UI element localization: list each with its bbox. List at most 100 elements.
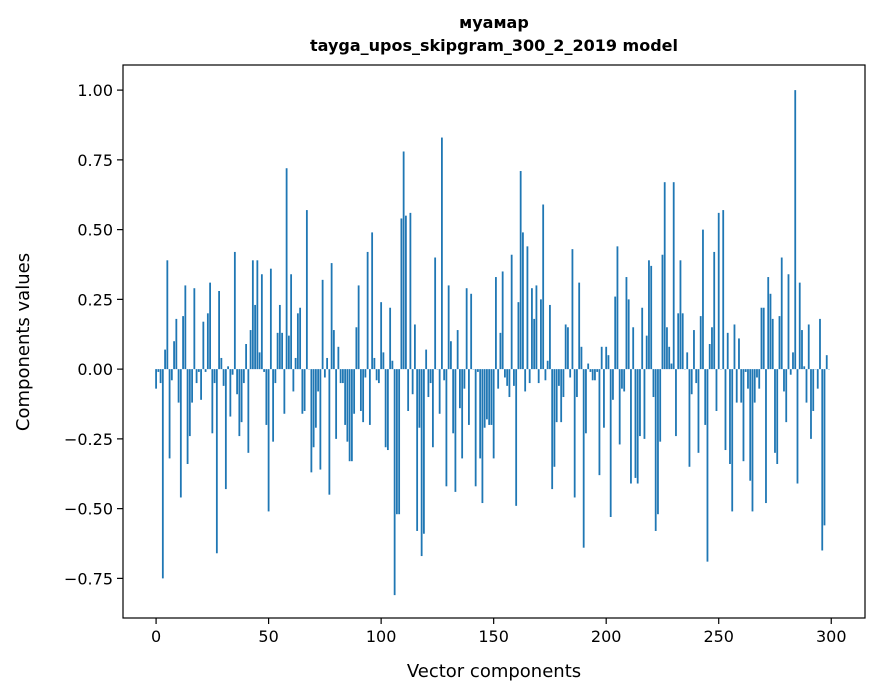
bar-130 — [447, 285, 450, 370]
bar-94 — [366, 251, 369, 370]
bar-247 — [711, 327, 713, 370]
bar-97 — [373, 357, 376, 370]
bar-166 — [528, 369, 531, 384]
bar-171 — [540, 299, 542, 370]
bar-29 — [220, 357, 223, 370]
bar-161 — [517, 302, 520, 370]
bar-146 — [483, 369, 486, 428]
bar-232 — [677, 313, 680, 370]
bar-120 — [425, 349, 428, 370]
bar-289 — [805, 369, 808, 403]
bar-256 — [731, 369, 734, 512]
bar-114 — [411, 369, 414, 395]
bar-121 — [427, 369, 430, 398]
bar-165 — [526, 246, 529, 370]
bar-283 — [792, 352, 794, 370]
bar-79 — [332, 330, 335, 370]
bar-174 — [546, 360, 549, 370]
bar-35 — [233, 251, 236, 370]
bar-181 — [562, 369, 565, 398]
bar-203 — [612, 369, 614, 400]
bar-20 — [200, 369, 202, 400]
bar-1 — [157, 369, 160, 372]
bar-155 — [504, 369, 506, 378]
bars-group — [155, 90, 830, 596]
bar-169 — [535, 285, 538, 370]
bar-2 — [159, 369, 162, 384]
bar-42 — [249, 330, 252, 370]
bar-201 — [607, 355, 610, 370]
bar-113 — [409, 212, 412, 370]
bar-136 — [461, 369, 464, 459]
bar-16 — [191, 369, 193, 403]
bar-178 — [555, 369, 558, 423]
bar-57 — [283, 369, 286, 414]
bar-156 — [506, 369, 509, 386]
bar-132 — [452, 369, 455, 434]
bar-47 — [260, 274, 263, 370]
bar-217 — [643, 369, 646, 439]
bar-272 — [767, 277, 770, 370]
bar-208 — [623, 369, 626, 392]
bar-270 — [762, 307, 765, 370]
bar-107 — [395, 369, 398, 515]
bar-241 — [697, 369, 700, 453]
bar-184 — [569, 369, 572, 378]
bar-36 — [236, 369, 239, 395]
bar-215 — [639, 369, 641, 437]
bar-41 — [247, 369, 250, 453]
bar-228 — [668, 346, 671, 370]
bar-296 — [821, 369, 824, 551]
bar-286 — [798, 282, 801, 370]
bar-26 — [213, 369, 216, 384]
bar-59 — [287, 335, 290, 370]
bar-233 — [679, 260, 682, 370]
bar-268 — [758, 369, 761, 389]
bar-86 — [348, 369, 351, 462]
bar-234 — [681, 313, 684, 370]
x-tick-label: 250 — [703, 627, 734, 646]
bar-168 — [533, 318, 536, 370]
bar-90 — [357, 285, 360, 370]
bar-172 — [542, 204, 545, 370]
chart-title: муамар — [459, 13, 529, 32]
x-tick-label: 50 — [258, 627, 278, 646]
bar-63 — [296, 313, 299, 370]
y-axis: −0.75 −0.50 −0.25 0.00 0.25 0.50 0.75 1.00 — [64, 81, 123, 588]
bar-74 — [321, 279, 324, 370]
bar-28 — [218, 290, 220, 370]
bar-238 — [690, 369, 693, 395]
bar-109 — [400, 218, 403, 370]
bar-103 — [386, 369, 389, 451]
bar-92 — [362, 369, 365, 423]
bar-8 — [173, 341, 175, 370]
bar-70 — [312, 369, 315, 448]
bar-276 — [776, 369, 779, 464]
bar-76 — [326, 357, 329, 370]
bar-189 — [580, 346, 583, 370]
x-axis-label: Vector components — [407, 661, 581, 682]
bar-83 — [341, 369, 344, 384]
bar-72 — [317, 369, 320, 392]
bar-64 — [299, 307, 302, 370]
bar-149 — [490, 369, 493, 425]
y-tick-label: −0.75 — [64, 569, 113, 588]
bar-147 — [486, 369, 488, 420]
bar-11 — [179, 369, 182, 498]
bar-265 — [751, 369, 754, 512]
bar-177 — [553, 369, 556, 467]
bar-274 — [771, 318, 774, 370]
bar-180 — [560, 369, 563, 423]
bar-53 — [274, 369, 277, 384]
bar-248 — [713, 251, 716, 370]
bar-227 — [666, 327, 668, 370]
bar-49 — [265, 369, 268, 425]
bar-242 — [699, 316, 702, 370]
bar-213 — [634, 369, 637, 478]
bar-78 — [330, 263, 333, 370]
bar-207 — [621, 369, 623, 389]
bar-144 — [479, 369, 482, 459]
bar-21 — [202, 321, 205, 370]
